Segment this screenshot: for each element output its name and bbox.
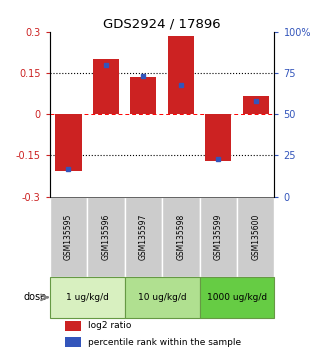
Text: percentile rank within the sample: percentile rank within the sample bbox=[88, 338, 241, 347]
Bar bbox=[130, 77, 156, 114]
Bar bbox=[125, 197, 162, 277]
Title: GDS2924 / 17896: GDS2924 / 17896 bbox=[103, 18, 221, 31]
Text: GSM135599: GSM135599 bbox=[214, 214, 223, 260]
Text: 1 ug/kg/d: 1 ug/kg/d bbox=[66, 293, 108, 302]
Text: GSM135598: GSM135598 bbox=[176, 214, 185, 260]
Bar bbox=[65, 337, 81, 347]
Text: GSM135595: GSM135595 bbox=[64, 214, 73, 260]
Bar bbox=[93, 59, 119, 114]
Bar bbox=[50, 277, 125, 318]
Text: GSM135600: GSM135600 bbox=[251, 214, 260, 260]
Bar bbox=[200, 197, 237, 277]
Bar bbox=[162, 197, 200, 277]
Bar bbox=[168, 36, 194, 114]
Bar bbox=[237, 197, 274, 277]
Bar bbox=[87, 197, 125, 277]
Bar bbox=[200, 277, 274, 318]
Bar bbox=[65, 321, 81, 331]
Text: 10 ug/kg/d: 10 ug/kg/d bbox=[138, 293, 187, 302]
Text: GSM135596: GSM135596 bbox=[101, 214, 110, 260]
Bar bbox=[56, 114, 82, 171]
Text: dose: dose bbox=[24, 292, 47, 302]
Text: 1000 ug/kg/d: 1000 ug/kg/d bbox=[207, 293, 267, 302]
Bar bbox=[205, 114, 231, 161]
Bar bbox=[50, 197, 87, 277]
Bar bbox=[243, 96, 269, 114]
Text: GSM135597: GSM135597 bbox=[139, 214, 148, 260]
Bar bbox=[125, 277, 200, 318]
Text: log2 ratio: log2 ratio bbox=[88, 321, 131, 330]
